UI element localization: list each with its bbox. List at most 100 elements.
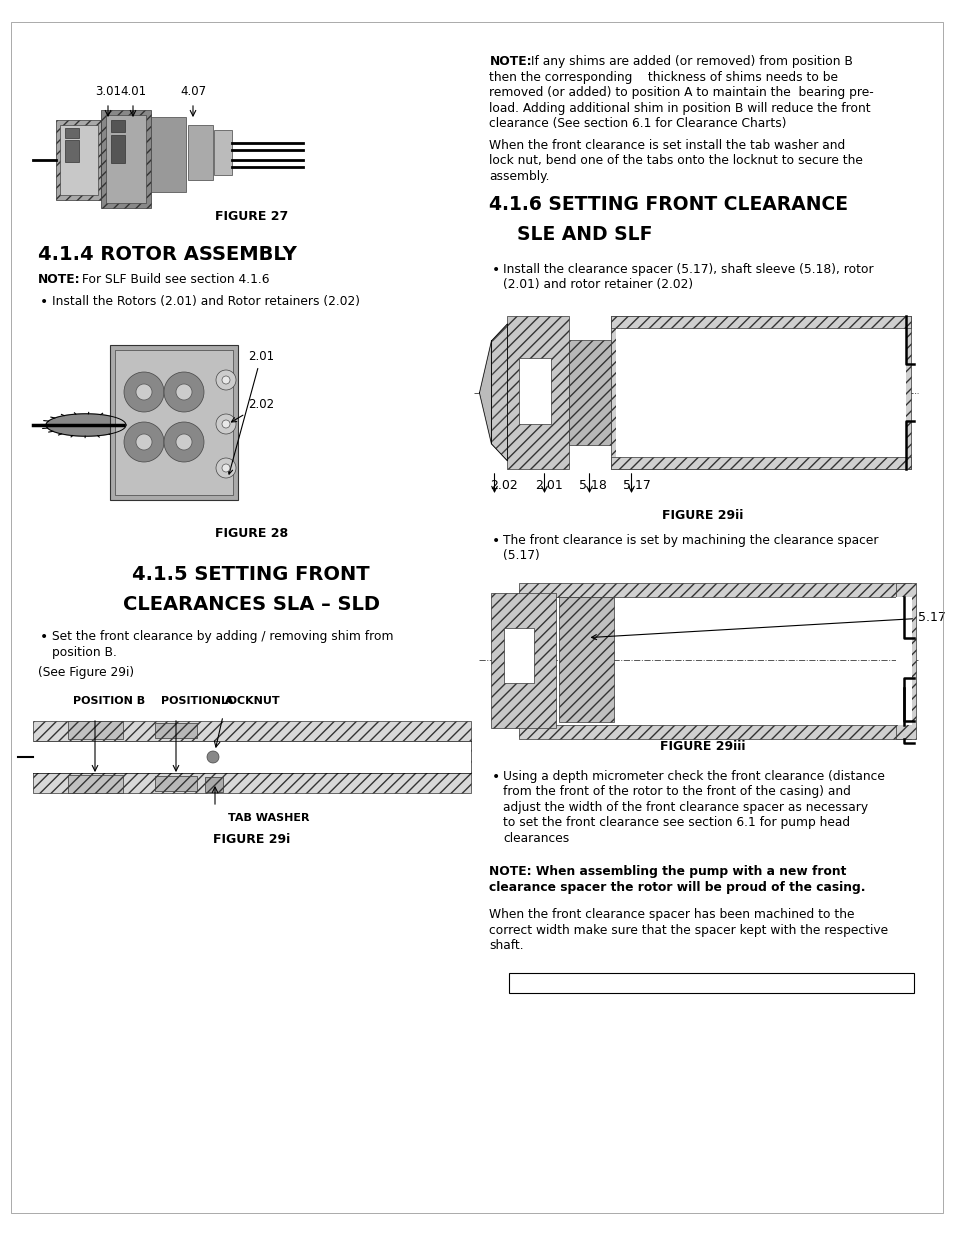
- Text: shaft.: shaft.: [489, 939, 523, 952]
- Bar: [56, 120, 101, 200]
- Bar: [68, 776, 123, 793]
- Bar: [569, 340, 611, 445]
- Polygon shape: [479, 341, 491, 443]
- Bar: [188, 125, 213, 180]
- Text: LOCKNUT: LOCKNUT: [221, 697, 279, 706]
- Bar: [205, 777, 223, 792]
- Text: POSITION A: POSITION A: [161, 697, 233, 706]
- Circle shape: [207, 751, 219, 763]
- Text: NOTE:: NOTE:: [489, 56, 532, 68]
- Bar: [895, 597, 911, 725]
- Text: SECTION TSM  288     ISSUE    A     PAGE 15 OF  36: SECTION TSM 288 ISSUE A PAGE 15 OF 36: [555, 978, 867, 988]
- Text: correct width make sure that the spacer kept with the respective: correct width make sure that the spacer …: [489, 924, 887, 936]
- Circle shape: [136, 384, 152, 400]
- Bar: [154, 776, 196, 790]
- Text: For SLF Build see section 4.1.6: For SLF Build see section 4.1.6: [78, 273, 269, 287]
- Bar: [611, 457, 910, 469]
- Text: 4.1.5 SETTING FRONT: 4.1.5 SETTING FRONT: [132, 564, 370, 584]
- Text: •: •: [491, 534, 499, 548]
- Text: (See Figure 29i): (See Figure 29i): [38, 666, 134, 679]
- Bar: [519, 358, 551, 424]
- Text: clearance spacer the rotor will be proud of the casing.: clearance spacer the rotor will be proud…: [489, 881, 865, 894]
- Bar: [507, 316, 569, 469]
- Bar: [558, 597, 614, 721]
- Text: 4.07: 4.07: [180, 85, 206, 98]
- Text: TAB WASHER: TAB WASHER: [228, 813, 309, 823]
- Text: FIGURE 29iii: FIGURE 29iii: [659, 740, 744, 752]
- Text: •: •: [40, 295, 49, 309]
- Bar: [65, 128, 79, 138]
- Circle shape: [175, 384, 192, 400]
- Text: from the front of the rotor to the front of the casing) and: from the front of the rotor to the front…: [503, 785, 850, 798]
- Bar: [611, 316, 910, 469]
- Bar: [106, 115, 146, 203]
- Text: (5.17): (5.17): [503, 550, 539, 562]
- Circle shape: [124, 422, 164, 462]
- Bar: [60, 125, 98, 195]
- Bar: [65, 140, 79, 162]
- Bar: [151, 117, 186, 191]
- Text: FIGURE 29ii: FIGURE 29ii: [661, 509, 742, 522]
- Circle shape: [222, 375, 230, 384]
- Text: 2.01: 2.01: [228, 350, 274, 474]
- Circle shape: [215, 458, 235, 478]
- Text: lock nut, bend one of the tabs onto the locknut to secure the: lock nut, bend one of the tabs onto the …: [489, 154, 862, 167]
- Polygon shape: [46, 414, 126, 436]
- Text: FIGURE 27: FIGURE 27: [214, 210, 288, 224]
- Text: 5.18: 5.18: [578, 479, 607, 492]
- Text: FIGURE 28: FIGURE 28: [214, 527, 288, 540]
- Circle shape: [222, 420, 230, 429]
- Text: 3.01: 3.01: [95, 85, 121, 98]
- Text: 4.1.4 ROTOR ASSEMBLY: 4.1.4 ROTOR ASSEMBLY: [38, 245, 296, 264]
- Bar: [154, 722, 196, 739]
- Circle shape: [215, 370, 235, 390]
- Text: 2.02: 2.02: [232, 398, 274, 422]
- Text: 5.17: 5.17: [623, 479, 651, 492]
- Bar: [504, 627, 534, 683]
- Text: (2.01) and rotor retainer (2.02): (2.01) and rotor retainer (2.02): [503, 278, 693, 291]
- Bar: [115, 350, 233, 495]
- Text: If any shims are added (or removed) from position B: If any shims are added (or removed) from…: [527, 56, 853, 68]
- Circle shape: [136, 433, 152, 450]
- Text: position B.: position B.: [52, 646, 117, 658]
- Bar: [101, 110, 151, 207]
- Text: •: •: [491, 769, 499, 784]
- Bar: [110, 345, 237, 500]
- Bar: [33, 721, 471, 793]
- Bar: [111, 120, 125, 132]
- Bar: [213, 130, 232, 175]
- Text: removed (or added) to position A to maintain the  bearing pre-: removed (or added) to position A to main…: [489, 86, 873, 99]
- Text: POSITION B: POSITION B: [73, 697, 145, 706]
- Text: clearances: clearances: [503, 831, 569, 845]
- Bar: [519, 583, 910, 597]
- Circle shape: [175, 433, 192, 450]
- Text: NOTE: When assembling the pump with a new front: NOTE: When assembling the pump with a ne…: [489, 866, 846, 878]
- Text: When the front clearance spacer has been machined to the: When the front clearance spacer has been…: [489, 908, 854, 921]
- Bar: [895, 583, 915, 739]
- Text: When the front clearance is set install the tab washer and: When the front clearance is set install …: [489, 138, 845, 152]
- Text: adjust the width of the front clearance spacer as necessary: adjust the width of the front clearance …: [503, 800, 868, 814]
- Text: Using a depth micrometer check the front clearance (distance: Using a depth micrometer check the front…: [503, 769, 884, 783]
- Text: FIGURE 29i: FIGURE 29i: [213, 832, 290, 846]
- Bar: [509, 973, 913, 993]
- Circle shape: [215, 414, 235, 433]
- Bar: [611, 316, 910, 329]
- Text: assembly.: assembly.: [489, 169, 550, 183]
- Text: Install the Rotors (2.01) and Rotor retainers (2.02): Install the Rotors (2.01) and Rotor reta…: [52, 295, 359, 308]
- Text: clearance (See section 6.1 for Clearance Charts): clearance (See section 6.1 for Clearance…: [489, 117, 786, 130]
- Circle shape: [222, 464, 230, 472]
- Text: CLEARANCES SLA – SLD: CLEARANCES SLA – SLD: [123, 595, 379, 614]
- Text: The front clearance is set by machining the clearance spacer: The front clearance is set by machining …: [503, 534, 878, 547]
- Text: 4.1.6 SETTING FRONT CLEARANCE: 4.1.6 SETTING FRONT CLEARANCE: [489, 194, 847, 214]
- Polygon shape: [491, 324, 507, 461]
- Circle shape: [164, 422, 204, 462]
- Polygon shape: [491, 324, 507, 461]
- Text: Install the clearance spacer (5.17), shaft sleeve (5.18), rotor: Install the clearance spacer (5.17), sha…: [503, 263, 873, 275]
- Text: Set the front clearance by adding / removing shim from: Set the front clearance by adding / remo…: [52, 630, 393, 643]
- Bar: [616, 324, 905, 461]
- Bar: [68, 721, 123, 739]
- Bar: [111, 135, 125, 163]
- Text: •: •: [491, 263, 499, 277]
- Text: 2.02: 2.02: [490, 479, 517, 492]
- Text: NOTE:: NOTE:: [38, 273, 81, 287]
